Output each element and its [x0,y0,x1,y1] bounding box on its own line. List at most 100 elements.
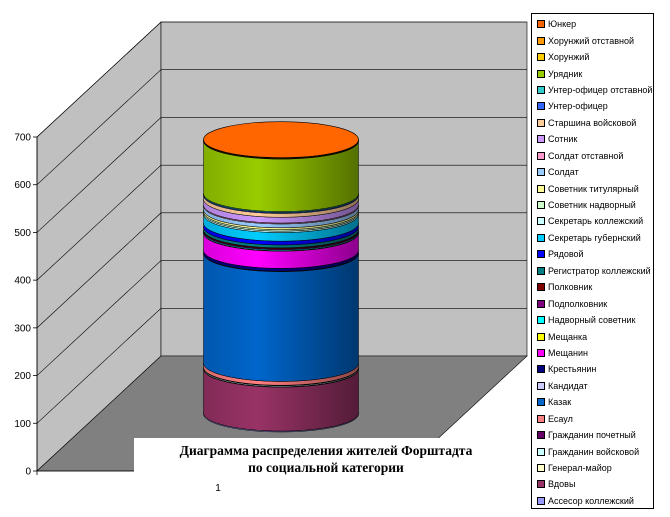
cylinder-segment [203,253,359,382]
legend-item: Советник надворный [532,197,653,213]
legend-item: Солдат отставной [532,148,653,164]
gridline [36,260,527,376]
legend-item: Гражданин войсковой [532,443,653,459]
legend-swatch [537,414,545,423]
cylinder-top-cap [203,121,359,158]
legend-swatch [537,316,545,325]
legend-item: Рядовой [532,246,653,262]
legend-item: Хорунжий [532,49,653,65]
legend-item: Ассесор коллежский [532,493,653,509]
legend-label: Подполковник [548,298,608,309]
legend-label: Крестьянин [548,364,597,375]
y-tick-label: 400 [14,276,31,287]
legend-swatch [537,20,545,29]
gridline [36,21,527,138]
gridline [36,69,527,185]
legend-label: Сотник [548,134,578,145]
legend-label: Мещанин [548,347,588,358]
legend-swatch [537,53,545,62]
legend-swatch [537,85,545,94]
chart-title: Диаграмма распределения жителей Форштадт… [134,438,518,482]
y-tick-label: 300 [14,323,31,334]
legend-label: Рядовой [548,249,584,260]
legend-item: Вдовы [532,476,653,492]
legend-label: Унтер-офицер отставной [548,84,653,95]
legend-label: Гражданин войсковой [548,446,640,457]
legend-swatch [537,102,545,111]
legend-item: Подполковник [532,295,653,311]
legend: Юнкер Хорунжий отставной Хорунжий Урядник Ун… [531,13,654,509]
legend-swatch [537,299,545,308]
legend-swatch [537,381,545,390]
y-tick-label: 100 [14,419,31,430]
legend-swatch [537,118,545,127]
legend-swatch [537,266,545,275]
legend-swatch [537,69,545,78]
gridline [36,212,527,329]
legend-item: Мещанин [532,345,653,361]
gridline [36,117,527,233]
y-tick-label: 500 [14,228,31,239]
legend-item: Крестьянин [532,361,653,377]
legend-label: Солдат [548,167,579,178]
legend-label: Есаул [548,413,573,424]
legend-label: Вдовы [548,479,576,490]
legend-swatch [537,431,545,440]
legend-swatch [537,168,545,177]
legend-swatch [537,184,545,193]
legend-swatch [537,398,545,407]
legend-swatch [537,201,545,210]
legend-swatch [537,480,545,489]
legend-item: Казак [532,394,653,410]
legend-swatch [537,365,545,374]
y-tick-label: 600 [14,180,31,191]
legend-label: Генерал-майор [548,463,612,474]
legend-label: Унтер-офицер [548,101,608,112]
legend-label: Регистратор коллежский [548,265,651,276]
legend-label: Советник надворный [548,200,636,211]
legend-label: Старшина войсковой [548,117,637,128]
legend-swatch [537,496,545,505]
legend-item: Юнкер [532,16,653,32]
legend-swatch [537,135,545,144]
legend-item: Унтер-офицер отставной [532,82,653,98]
legend-label: Урядник [548,68,583,79]
legend-item: Кандидат [532,378,653,394]
legend-item: Советник титулярный [532,180,653,196]
legend-swatch [537,151,545,160]
y-tick-label: 200 [14,371,31,382]
legend-swatch [537,348,545,357]
legend-label: Мещанка [548,331,588,342]
legend-label: Советник титулярный [548,183,639,194]
legend-label: Юнкер [548,19,577,30]
chart-title-line-2: по социальной категории [248,460,404,475]
legend-label: Хорунжий отставной [548,35,634,46]
legend-item: Генерал-майор [532,460,653,476]
chart-gridlines [36,21,527,424]
legend-item: Старшина войсковой [532,115,653,131]
chart-title-line-1: Диаграмма распределения жителей Форштадт… [179,443,473,458]
legend-item: Хорунжий отставной [532,32,653,48]
legend-item: Секретарь коллежский [532,213,653,229]
legend-label: Гражданин почетный [548,430,636,441]
gridline [36,307,527,424]
legend-swatch [537,332,545,341]
legend-item: Есаул [532,411,653,427]
legend-label: Хорунжий [548,52,590,63]
legend-item: Сотник [532,131,653,147]
legend-label: Секретарь коллежский [548,216,644,227]
gridline [36,164,527,281]
legend-item: Регистратор коллежский [532,263,653,279]
legend-item: Гражданин почетный [532,427,653,443]
stacked-cylinder [203,121,359,433]
legend-item: Полковник [532,279,653,295]
legend-item: Секретарь губернский [532,230,653,246]
y-tick-label: 0 [25,467,31,478]
legend-label: Полковник [548,282,593,293]
legend-label: Казак [548,397,572,408]
legend-item: Унтер-офицер [532,98,653,114]
legend-label: Солдат отставной [548,150,624,161]
legend-label: Секретарь губернский [548,232,641,243]
legend-swatch [537,233,545,242]
legend-swatch [537,36,545,45]
